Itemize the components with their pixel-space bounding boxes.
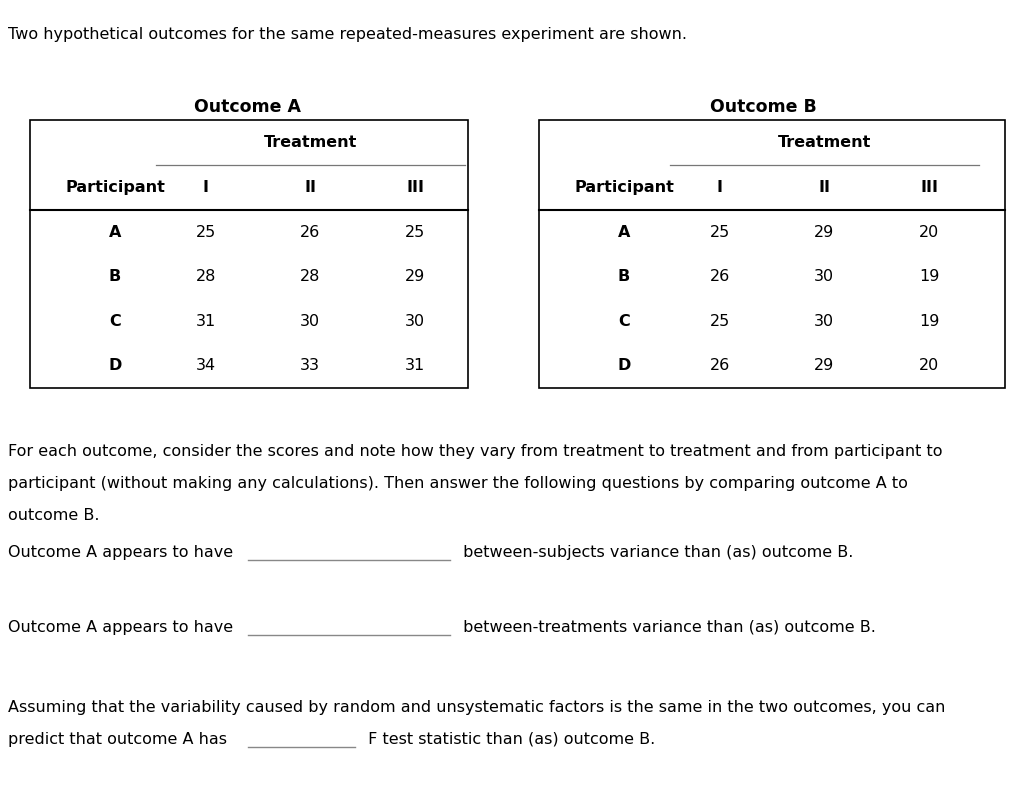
Text: 30: 30 xyxy=(300,314,321,329)
Text: 28: 28 xyxy=(196,270,216,285)
Text: 19: 19 xyxy=(919,270,939,285)
Text: B: B xyxy=(109,270,121,285)
Text: Two hypothetical outcomes for the same repeated-measures experiment are shown.: Two hypothetical outcomes for the same r… xyxy=(8,27,687,42)
Text: 30: 30 xyxy=(814,270,835,285)
Text: II: II xyxy=(304,180,316,195)
Text: III: III xyxy=(406,180,424,195)
Text: Outcome A appears to have: Outcome A appears to have xyxy=(8,620,239,635)
Text: 25: 25 xyxy=(196,225,216,240)
Bar xyxy=(30,120,468,388)
Text: C: C xyxy=(110,314,121,329)
Text: predict that outcome A has: predict that outcome A has xyxy=(8,732,232,747)
Bar xyxy=(539,120,1005,388)
Text: participant (without making any calculations). Then answer the following questio: participant (without making any calculat… xyxy=(8,476,908,491)
Text: F test statistic than (as) outcome B.: F test statistic than (as) outcome B. xyxy=(362,732,655,747)
Text: 30: 30 xyxy=(814,314,835,329)
Text: Treatment: Treatment xyxy=(778,135,871,150)
Text: 31: 31 xyxy=(404,358,425,373)
Text: 20: 20 xyxy=(919,225,939,240)
Text: B: B xyxy=(617,270,630,285)
Text: Participant: Participant xyxy=(574,180,674,195)
Text: A: A xyxy=(617,225,630,240)
Text: D: D xyxy=(109,358,122,373)
Text: 29: 29 xyxy=(814,358,835,373)
Text: 25: 25 xyxy=(710,225,730,240)
Text: II: II xyxy=(818,180,830,195)
Text: 30: 30 xyxy=(404,314,425,329)
Text: 29: 29 xyxy=(404,270,425,285)
Text: Outcome A appears to have: Outcome A appears to have xyxy=(8,545,239,560)
Text: 25: 25 xyxy=(710,314,730,329)
Text: 26: 26 xyxy=(300,225,321,240)
Text: between-subjects variance than (as) outcome B.: between-subjects variance than (as) outc… xyxy=(458,545,853,560)
Text: Participant: Participant xyxy=(66,180,165,195)
Text: between-treatments variance than (as) outcome B.: between-treatments variance than (as) ou… xyxy=(458,620,876,635)
Text: 33: 33 xyxy=(300,358,319,373)
Text: 34: 34 xyxy=(196,358,216,373)
Text: Treatment: Treatment xyxy=(264,135,357,150)
Text: 29: 29 xyxy=(814,225,835,240)
Text: 26: 26 xyxy=(710,358,730,373)
Text: 20: 20 xyxy=(919,358,939,373)
Text: 19: 19 xyxy=(919,314,939,329)
Text: outcome B.: outcome B. xyxy=(8,508,99,523)
Text: Outcome A: Outcome A xyxy=(194,98,300,116)
Text: Assuming that the variability caused by random and unsystematic factors is the s: Assuming that the variability caused by … xyxy=(8,700,945,715)
Text: For each outcome, consider the scores and note how they vary from treatment to t: For each outcome, consider the scores an… xyxy=(8,444,942,459)
Text: 26: 26 xyxy=(710,270,730,285)
Text: D: D xyxy=(617,358,631,373)
Text: 25: 25 xyxy=(404,225,425,240)
Text: 28: 28 xyxy=(300,270,321,285)
Text: Outcome B: Outcome B xyxy=(710,98,816,116)
Text: I: I xyxy=(717,180,723,195)
Text: C: C xyxy=(618,314,630,329)
Text: 31: 31 xyxy=(196,314,216,329)
Text: III: III xyxy=(920,180,938,195)
Text: I: I xyxy=(203,180,209,195)
Text: A: A xyxy=(109,225,121,240)
